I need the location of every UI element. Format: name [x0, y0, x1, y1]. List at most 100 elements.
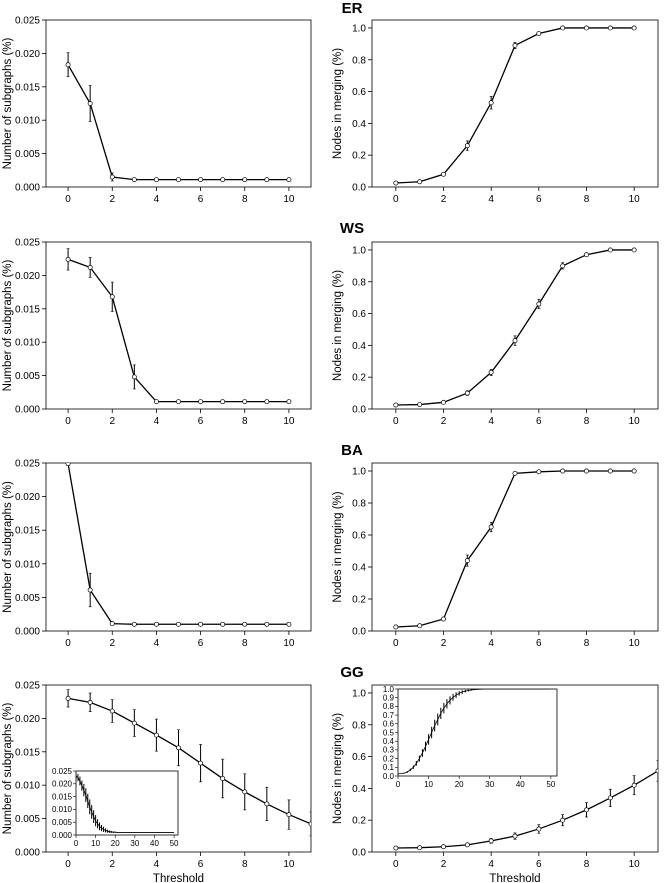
inset-y-tick-label: 0.015 — [52, 792, 73, 801]
plot-frame — [371, 462, 659, 632]
inset-x-tick-label: 50 — [170, 839, 179, 848]
x-tick-label: 10 — [629, 416, 641, 427]
plot-frame — [45, 684, 312, 853]
x-tick-label: 6 — [536, 416, 542, 427]
data-point — [488, 838, 494, 844]
data-point — [220, 776, 226, 781]
inset-y-tick-label: 0.7 — [383, 711, 395, 720]
data-point — [584, 807, 589, 813]
x-tick-label: 0 — [65, 859, 71, 870]
y-axis-label: Nodes in merging (%) — [332, 270, 344, 381]
data-point — [65, 256, 71, 262]
data-point — [87, 264, 93, 270]
data-point — [441, 399, 446, 405]
y-axis-label: Number of subgraphs (%) — [2, 37, 14, 169]
x-tick-label: 4 — [488, 416, 494, 427]
data-point — [109, 708, 115, 714]
x-tick-label: 8 — [242, 416, 248, 427]
y-tick-label: 0.8 — [352, 720, 366, 731]
y-tick-label: 1.0 — [352, 467, 366, 478]
y-tick-label: 0.005 — [15, 814, 40, 825]
panel-ba-right: 0 2 4 6 8 10 0.0 0.2 0.4 0.6 0.8 1.0 Nodes in mergin… — [332, 462, 659, 649]
series-line — [395, 470, 635, 628]
data-point — [488, 100, 494, 106]
data-point — [417, 402, 423, 407]
y-tick-label: 0.4 — [352, 563, 366, 574]
x-tick-label: 6 — [536, 194, 542, 205]
x-tick-label: 6 — [198, 194, 204, 205]
data-point — [393, 402, 399, 408]
x-tick-label: 0 — [393, 416, 399, 427]
y-axis-label: Nodes in merging (%) — [332, 491, 344, 602]
x-tick-label: 4 — [154, 416, 160, 427]
y-tick-label: 0.0 — [352, 183, 366, 194]
x-tick-label: 2 — [109, 194, 115, 205]
series-group — [65, 52, 292, 183]
data-point — [176, 621, 181, 627]
series-line — [67, 463, 289, 625]
data-point — [536, 31, 542, 36]
inset-x-tick-label: 20 — [111, 839, 120, 848]
inset-x-tick-label: 40 — [516, 780, 525, 789]
data-point — [264, 801, 270, 807]
inset-frame — [397, 688, 558, 777]
plot-frame — [371, 241, 659, 410]
panel-gg-right: 0 2 4 6 8 10 0.0 0.2 0.4 0.6 0.8 1.0 Nodes in mergin… — [332, 684, 659, 883]
data-point — [584, 25, 589, 31]
inset-y-tick-label: 0.3 — [383, 746, 395, 755]
data-point — [109, 174, 115, 180]
series-line — [67, 697, 311, 825]
y-tick-label: 0.010 — [15, 338, 40, 349]
x-tick-label: 2 — [109, 416, 115, 427]
panel-ws-left: 0 2 4 6 8 10 0.000 0.005 0.010 0.015 0.020 0.025Num… — [2, 238, 312, 427]
data-point — [308, 821, 311, 827]
y-tick-label: 0.010 — [15, 781, 40, 792]
x-tick-label: 0 — [393, 638, 399, 649]
inset-y-tick-label: 0.000 — [52, 831, 73, 840]
data-point — [631, 782, 637, 788]
data-point — [631, 247, 637, 253]
x-tick-label: 8 — [584, 859, 590, 870]
y-tick-label: 1.0 — [352, 23, 366, 34]
y-tick-label: 0.000 — [15, 183, 40, 194]
x-tick-label: 2 — [109, 638, 115, 649]
y-tick-label: 0.015 — [15, 526, 40, 537]
data-point — [176, 177, 181, 183]
series-group — [65, 248, 292, 405]
panel-er-left: 0 2 4 6 8 10 0.000 0.005 0.010 0.015 0.020 0.025Num… — [2, 16, 312, 205]
inset-y-tick-label: 0.6 — [383, 720, 395, 729]
data-point — [109, 621, 115, 627]
x-tick-label: 4 — [154, 859, 160, 870]
inset-y-tick-label: 0.005 — [52, 818, 73, 827]
data-point — [131, 177, 137, 183]
inset-x-tick-label: 10 — [91, 839, 100, 848]
data-point — [464, 842, 470, 848]
plot-frame — [45, 462, 312, 632]
y-axis-label: Nodes in merging (%) — [332, 713, 344, 824]
x-tick-label: 10 — [283, 859, 295, 870]
chart-title: BA — [341, 442, 363, 459]
panel-ba-left: 0 2 4 6 8 10 0.000 0.005 0.010 0.015 0.020 0.025Num… — [2, 459, 312, 649]
data-point — [512, 833, 518, 839]
data-point — [584, 468, 589, 474]
y-tick-label: 0.4 — [352, 119, 366, 130]
data-point — [87, 587, 93, 593]
y-tick-label: 0.005 — [15, 149, 40, 160]
data-point — [65, 463, 71, 467]
data-point — [198, 177, 204, 183]
data-point — [131, 621, 137, 627]
y-axis-label: Nodes in merging (%) — [332, 48, 344, 159]
series-group — [393, 247, 637, 408]
inset-y-tick-label: 0.9 — [383, 694, 395, 703]
inset-x-tick-label: 40 — [150, 839, 159, 848]
data-point — [286, 621, 292, 627]
data-point — [242, 621, 248, 627]
inset-y-tick-label: 1.0 — [383, 685, 395, 694]
data-point — [153, 621, 159, 627]
y-tick-label: 0.000 — [15, 627, 40, 638]
x-tick-label: 4 — [488, 194, 494, 205]
x-tick-label: 6 — [536, 638, 542, 649]
data-point — [560, 25, 566, 31]
y-tick-label: 0.6 — [352, 87, 366, 98]
data-point — [441, 616, 446, 622]
